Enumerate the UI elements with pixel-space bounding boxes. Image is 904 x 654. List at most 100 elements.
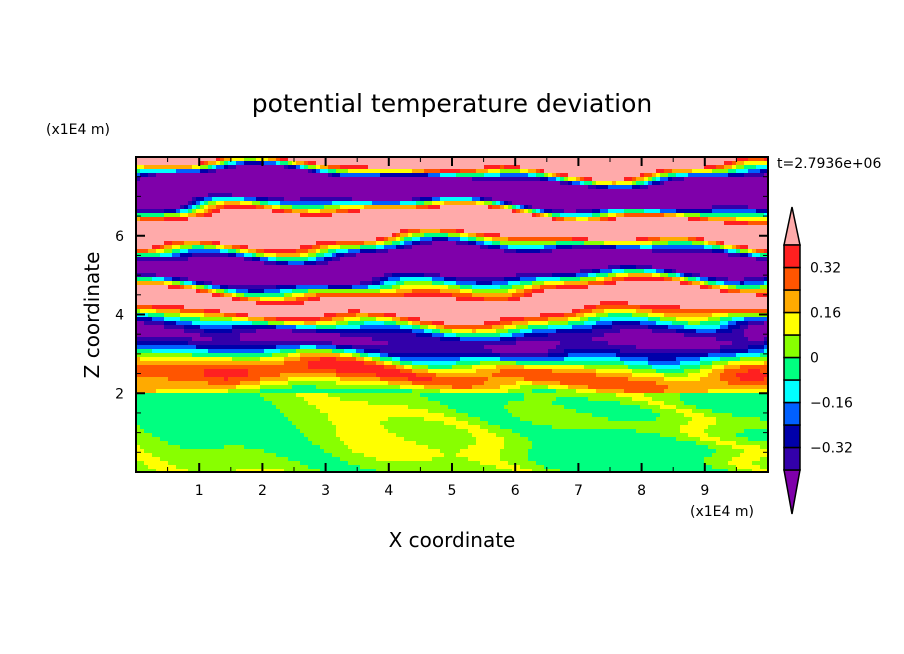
- heatmap-cell: [300, 253, 308, 257]
- heatmap-cell: [524, 393, 616, 397]
- heatmap-cell: [156, 173, 328, 177]
- heatmap-cell: [196, 197, 204, 201]
- heatmap-cell: [416, 201, 424, 205]
- heatmap-cell: [552, 401, 620, 405]
- heatmap-cell: [516, 209, 520, 213]
- heatmap-cell: [404, 237, 412, 241]
- heatmap-cell: [652, 241, 668, 245]
- heatmap-cell: [472, 285, 500, 289]
- heatmap-cell: [484, 237, 492, 241]
- heatmap-cell: [208, 381, 240, 385]
- heatmap-cell: [244, 161, 264, 165]
- heatmap-cell: [292, 205, 324, 209]
- heatmap-cell: [764, 345, 768, 349]
- heatmap-cell: [188, 257, 244, 261]
- heatmap-cell: [384, 281, 396, 285]
- heatmap-cell: [200, 289, 208, 293]
- heatmap-cell: [544, 245, 556, 249]
- heatmap-cell: [328, 173, 332, 177]
- heatmap-cell: [264, 253, 276, 257]
- heatmap-cell: [596, 305, 640, 309]
- heatmap-cell: [196, 345, 276, 349]
- heatmap-cell: [540, 177, 548, 181]
- heatmap-cell: [420, 321, 432, 325]
- heatmap-cell: [368, 401, 440, 405]
- heatmap-cell: [564, 349, 620, 353]
- heatmap-cell: [588, 285, 700, 289]
- heatmap-cell: [568, 317, 580, 321]
- heatmap-cell: [592, 413, 660, 417]
- heatmap-cell: [316, 329, 412, 333]
- heatmap-cell: [408, 233, 412, 237]
- heatmap-cell: [204, 161, 208, 165]
- heatmap-cell: [712, 205, 748, 209]
- heatmap-cell: [476, 233, 484, 237]
- heatmap-cell: [560, 177, 564, 181]
- heatmap-cell: [632, 369, 656, 373]
- heatmap-cell: [728, 277, 744, 281]
- heatmap-cell: [208, 209, 212, 213]
- heatmap-cell: [280, 157, 288, 161]
- heatmap-cell: [500, 449, 528, 453]
- heatmap-cell: [404, 437, 476, 441]
- heatmap-cell: [632, 397, 652, 401]
- heatmap-cell: [188, 201, 192, 205]
- heatmap-cell: [332, 349, 344, 353]
- heatmap-cell: [272, 353, 288, 357]
- heatmap-cell: [764, 213, 768, 217]
- heatmap-cell: [552, 209, 564, 213]
- heatmap-cell: [136, 217, 140, 221]
- heatmap-cell: [552, 273, 576, 277]
- heatmap-cell: [760, 465, 768, 469]
- heatmap-cell: [488, 245, 500, 249]
- heatmap-cell: [288, 381, 336, 385]
- heatmap-cell: [480, 361, 516, 365]
- heatmap-cell: [440, 337, 460, 341]
- heatmap-cell: [288, 157, 736, 161]
- heatmap-cell: [652, 273, 660, 277]
- heatmap-cell: [636, 429, 680, 433]
- heatmap-cell: [564, 217, 576, 221]
- heatmap-cell: [472, 329, 476, 333]
- heatmap-cell: [648, 317, 660, 321]
- heatmap-cell: [376, 249, 388, 253]
- heatmap-cell: [604, 309, 636, 313]
- heatmap-cell: [716, 329, 732, 333]
- heatmap-cell: [536, 213, 540, 217]
- heatmap-cell: [136, 429, 144, 433]
- heatmap-cell: [596, 185, 608, 189]
- heatmap-cell: [760, 445, 768, 449]
- heatmap-cell: [516, 361, 624, 365]
- heatmap-cell: [528, 169, 536, 173]
- heatmap-cell: [396, 281, 404, 285]
- heatmap-cell: [440, 229, 456, 233]
- heatmap-cell: [224, 245, 232, 249]
- heatmap-cell: [164, 277, 172, 281]
- heatmap-cell: [280, 373, 336, 377]
- heatmap-cell: [580, 317, 588, 321]
- heatmap-cell: [432, 333, 444, 337]
- heatmap-cell: [228, 285, 276, 289]
- heatmap-cell: [396, 233, 400, 237]
- heatmap-cell: [384, 245, 396, 249]
- heatmap-cell: [724, 245, 732, 249]
- heatmap-cell: [712, 409, 768, 413]
- heatmap-cell: [756, 293, 768, 297]
- heatmap-cell: [336, 313, 356, 317]
- heatmap-cell: [180, 281, 184, 285]
- heatmap-cell: [552, 173, 556, 177]
- heatmap-cell: [364, 321, 384, 325]
- heatmap-cell: [372, 201, 400, 205]
- heatmap-cell: [556, 329, 592, 333]
- heatmap-cell: [700, 217, 708, 221]
- heatmap-cell: [708, 445, 732, 449]
- heatmap-cell: [736, 373, 768, 377]
- heatmap-cell: [144, 429, 300, 433]
- heatmap-cell: [284, 165, 288, 169]
- heatmap-cell: [716, 165, 724, 169]
- heatmap-cell: [364, 349, 380, 353]
- heatmap-cell: [616, 181, 632, 185]
- heatmap-cell: [748, 369, 760, 373]
- heatmap-cell: [576, 389, 596, 393]
- heatmap-cell: [136, 405, 276, 409]
